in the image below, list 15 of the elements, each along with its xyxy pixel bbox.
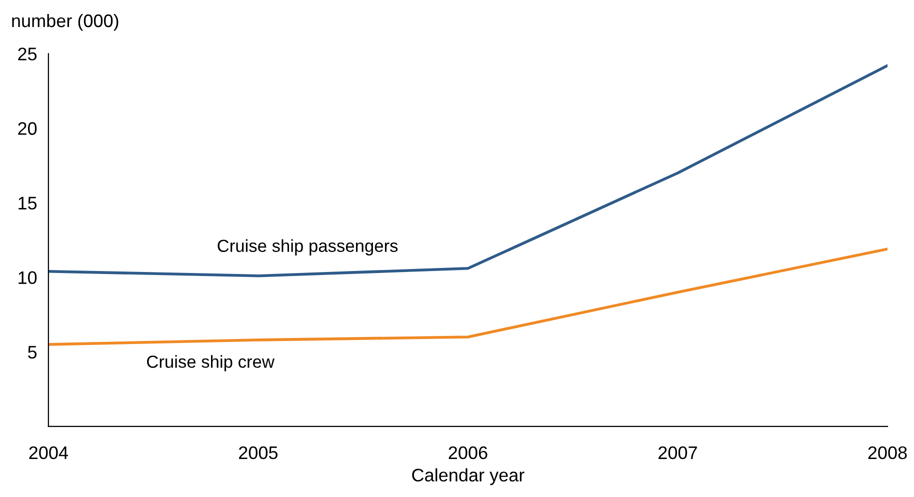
y-tick-label: 5 — [28, 346, 37, 359]
y-tick-label: 20 — [18, 122, 37, 135]
x-tick-label: 2004 — [29, 446, 68, 460]
x-axis-title: Calendar year — [412, 468, 524, 486]
y-axis-title: number (000) — [12, 14, 118, 31]
y-tick-label: 15 — [18, 196, 37, 210]
series-label: Cruise ship crew — [147, 355, 275, 372]
y-tick-label: 10 — [18, 271, 37, 284]
x-tick-label: 2008 — [868, 446, 907, 460]
line-series — [48, 64, 888, 278]
y-tick-label: 25 — [18, 48, 37, 60]
x-tick-label: 2005 — [239, 446, 278, 460]
x-tick-label: 2007 — [658, 446, 697, 460]
x-tick-label: 2006 — [448, 446, 488, 460]
series-label: Cruise ship passengers — [218, 239, 398, 256]
